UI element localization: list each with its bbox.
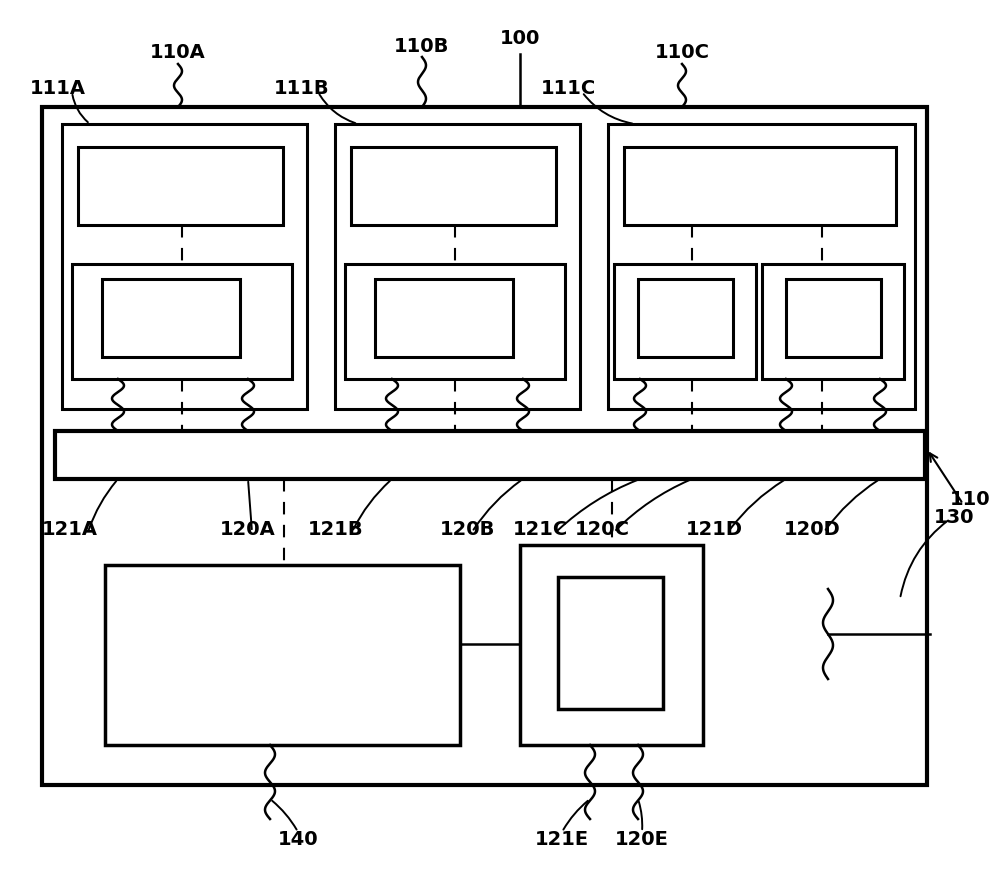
Bar bbox=[614, 264, 756, 379]
Bar bbox=[72, 264, 292, 379]
Text: 140: 140 bbox=[278, 830, 318, 848]
Bar bbox=[55, 431, 925, 479]
Text: 100: 100 bbox=[500, 28, 540, 47]
Text: 121C: 121C bbox=[512, 520, 568, 539]
Text: 111A: 111A bbox=[30, 78, 86, 97]
Text: 110A: 110A bbox=[150, 42, 206, 61]
Text: 120B: 120B bbox=[440, 520, 496, 539]
Bar bbox=[520, 545, 703, 745]
Bar bbox=[786, 280, 881, 357]
Text: 121B: 121B bbox=[308, 520, 364, 539]
Bar bbox=[42, 108, 927, 785]
Text: 120C: 120C bbox=[574, 520, 630, 539]
Bar bbox=[624, 148, 896, 226]
Text: 120D: 120D bbox=[784, 520, 840, 539]
Text: 111B: 111B bbox=[274, 78, 330, 97]
Bar bbox=[62, 125, 307, 409]
Bar bbox=[102, 280, 240, 357]
Text: 121D: 121D bbox=[686, 520, 742, 539]
Bar bbox=[762, 264, 904, 379]
Text: 130: 130 bbox=[934, 507, 974, 527]
Bar bbox=[78, 148, 283, 226]
Text: 120E: 120E bbox=[615, 830, 669, 848]
Text: 121E: 121E bbox=[535, 830, 589, 848]
Bar bbox=[608, 125, 915, 409]
Text: 110B: 110B bbox=[394, 37, 450, 55]
Bar bbox=[375, 280, 513, 357]
Bar bbox=[638, 280, 733, 357]
Text: 111C: 111C bbox=[540, 78, 596, 97]
Bar bbox=[335, 125, 580, 409]
Bar bbox=[351, 148, 556, 226]
Bar bbox=[345, 264, 565, 379]
Text: 120A: 120A bbox=[220, 520, 276, 539]
Bar bbox=[105, 565, 460, 745]
Bar bbox=[558, 578, 663, 709]
Text: 110C: 110C bbox=[654, 42, 710, 61]
Text: 121A: 121A bbox=[42, 520, 98, 539]
Text: 110: 110 bbox=[950, 490, 990, 509]
